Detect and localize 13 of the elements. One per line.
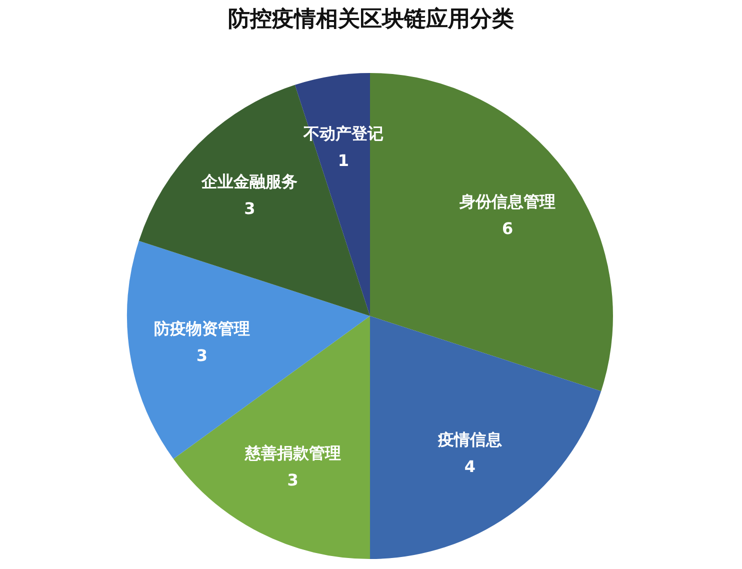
slice-label: 疫情信息: [436, 430, 503, 449]
slice-label: 企业金融服务: [200, 172, 298, 191]
data-label: 1: [338, 151, 349, 170]
slice-label: 防疫物资管理: [154, 318, 250, 338]
slice-label: 慈善捐款管理: [244, 444, 341, 463]
slice-label: 身份信息管理: [458, 192, 556, 212]
data-label: 3: [244, 198, 256, 218]
data-label: 4: [464, 456, 476, 476]
data-label: 6: [502, 219, 514, 238]
slice-label: 不动产登记: [302, 124, 384, 144]
data-label: 3: [287, 470, 298, 490]
data-label: 3: [196, 346, 208, 365]
chart-title: 防控疫情相关区块链应用分类: [227, 6, 515, 34]
